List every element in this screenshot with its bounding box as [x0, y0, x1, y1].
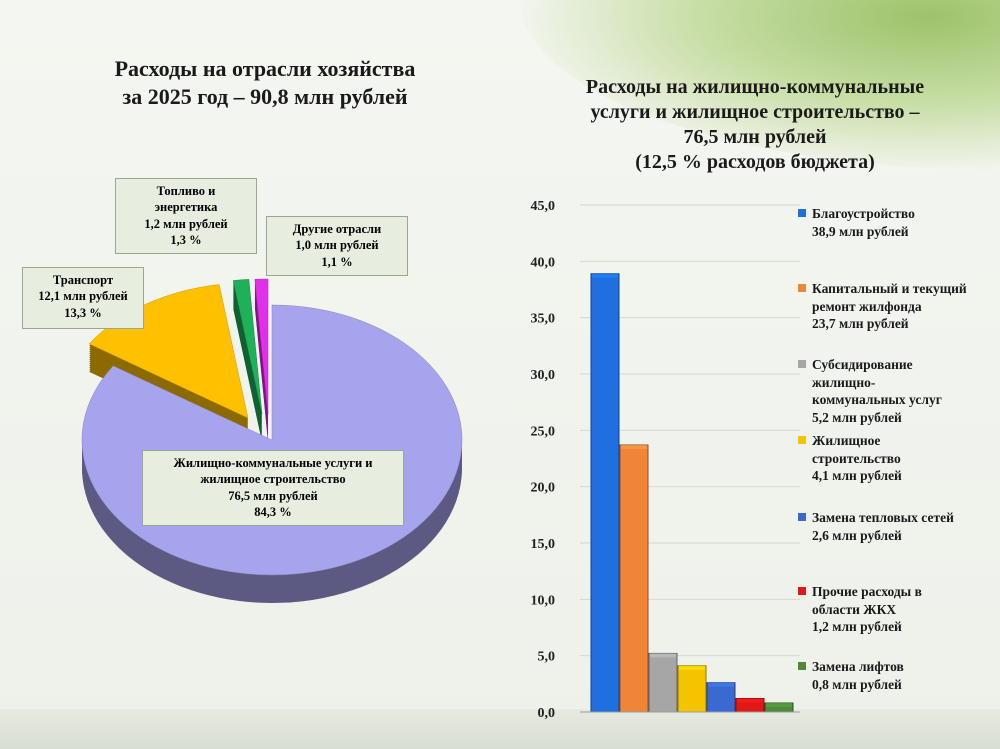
bar-bevel — [621, 444, 647, 449]
label-line: 12,1 млн рублей — [38, 289, 128, 304]
label-line: Топливо и — [156, 184, 216, 198]
title-line: Расходы на жилищно-коммунальные — [585, 76, 925, 98]
legend-swatch — [798, 662, 806, 670]
label-line: энергетика — [154, 200, 218, 215]
legend-item: Жилищное строительство 4,1 млн рублей — [798, 432, 994, 485]
pie-data-label: Топливо и энергетика 1,2 млн рублей 1,3 % — [115, 178, 257, 254]
legend-item: Прочие расходы в области ЖКХ 1,2 млн рубле… — [798, 583, 994, 636]
legend-item: Капитальный и текущий ремонт жилфонда 23,7… — [798, 280, 994, 333]
legend-line: Прочие расходы в — [812, 584, 922, 599]
bar-bevel — [708, 682, 734, 687]
legend-swatch — [798, 284, 806, 292]
legend-line: 1,2 млн рублей — [812, 619, 902, 635]
label-line: 1,1 % — [321, 254, 353, 269]
label-line: 1,2 млн рублей — [144, 216, 228, 231]
y-tick-label: 10,0 — [531, 593, 556, 608]
bar-2 — [619, 444, 649, 713]
legend-line: Субсидирование — [812, 357, 913, 372]
label-line: Жилищно-коммунальные услуги и — [173, 456, 373, 470]
label-line: 76,5 млн рублей — [228, 488, 318, 503]
pie-chart-title: Расходы на отрасли хозяйства за 2025 год… — [40, 55, 490, 110]
bar-1 — [590, 273, 620, 713]
pie-data-label: Жилищно-коммунальные услуги и жилищное ст… — [142, 450, 404, 526]
title-line: 76,5 млн рублей — [683, 126, 827, 148]
legend-swatch — [798, 513, 806, 521]
bar-chart-title: Расходы на жилищно-коммунальные услуги и… — [520, 75, 990, 175]
pie-slice-4 — [254, 278, 269, 415]
y-tick-label: 0,0 — [538, 706, 556, 721]
legend-swatch — [798, 436, 806, 444]
y-tick-label: 5,0 — [538, 650, 556, 665]
pie-slice-depth — [233, 281, 262, 442]
legend-line: 0,8 млн рублей — [812, 676, 902, 692]
label-line: Другие отрасли — [292, 222, 382, 236]
label-line: 1,0 млн рублей — [295, 238, 379, 253]
legend-swatch — [798, 209, 806, 217]
label-line: жилищное строительство — [200, 472, 346, 487]
bar-bevel — [592, 273, 618, 278]
label-line: 1,3 % — [170, 232, 202, 247]
legend-line: 5,2 млн рублей — [812, 409, 902, 425]
decorative-band — [0, 709, 1000, 749]
bar-bevel — [766, 702, 792, 707]
legend-line: Благоустройство — [812, 206, 915, 221]
legend-item: Замена лифтов 0,8 млн рублей — [798, 658, 994, 693]
legend-line: коммунальных услуг — [812, 392, 942, 408]
legend-line: Замена лифтов — [812, 659, 904, 674]
legend-line: 2,6 млн рублей — [812, 527, 902, 543]
y-tick-label: 30,0 — [531, 368, 556, 383]
title-line: (12,5 % расходов бюджета) — [635, 151, 875, 173]
legend-item: Благоустройство 38,9 млн рублей — [798, 205, 994, 240]
legend-line: области ЖКХ — [812, 601, 897, 617]
pie-slice-3 — [232, 279, 263, 415]
legend-swatch — [798, 587, 806, 595]
title-line: услуги и жилищное строительство – — [590, 101, 920, 123]
legend-line: ремонт жилфонда — [812, 298, 922, 314]
legend-line: 38,9 млн рублей — [812, 223, 909, 239]
label-line: Транспорт — [52, 273, 114, 287]
legend-item: Субсидирование жилищно-коммунальных услуг… — [798, 356, 994, 426]
y-tick-label: 40,0 — [531, 255, 556, 270]
label-line: 13,3 % — [64, 305, 102, 320]
title-line: за 2025 год – 90,8 млн рублей — [122, 83, 408, 109]
legend-line: Капитальный и текущий — [812, 281, 967, 296]
pie-data-label: Другие отрасли 1,0 млн рублей 1,1 % — [266, 216, 408, 276]
bar-bevel — [737, 698, 763, 703]
bar-3 — [648, 652, 678, 713]
y-tick-label: 35,0 — [531, 312, 556, 327]
legend-swatch — [798, 360, 806, 368]
y-tick-label: 45,0 — [531, 199, 556, 214]
legend-line: строительство — [812, 450, 901, 466]
bar-5 — [706, 682, 736, 713]
y-tick-label: 25,0 — [531, 424, 556, 439]
pie-data-label: Транспорт 12,1 млн рублей 13,3 % — [22, 267, 144, 329]
bar-bevel — [650, 653, 676, 658]
label-line: 84,3 % — [254, 504, 292, 519]
legend-line: Замена тепловых сетей — [812, 510, 954, 525]
y-tick-label: 15,0 — [531, 537, 556, 552]
legend-line: 4,1 млн рублей — [812, 468, 902, 484]
legend-line: жилищно- — [812, 374, 876, 390]
y-tick-label: 20,0 — [531, 481, 556, 496]
title-line: Расходы на отрасли хозяйства — [114, 56, 416, 81]
legend-line: 23,7 млн рублей — [812, 316, 909, 332]
legend-line: Жилищное — [812, 433, 881, 448]
bar-bevel — [679, 665, 705, 670]
bar-4 — [677, 665, 707, 713]
legend-item: Замена тепловых сетей 2,6 млн рублей — [798, 509, 994, 544]
